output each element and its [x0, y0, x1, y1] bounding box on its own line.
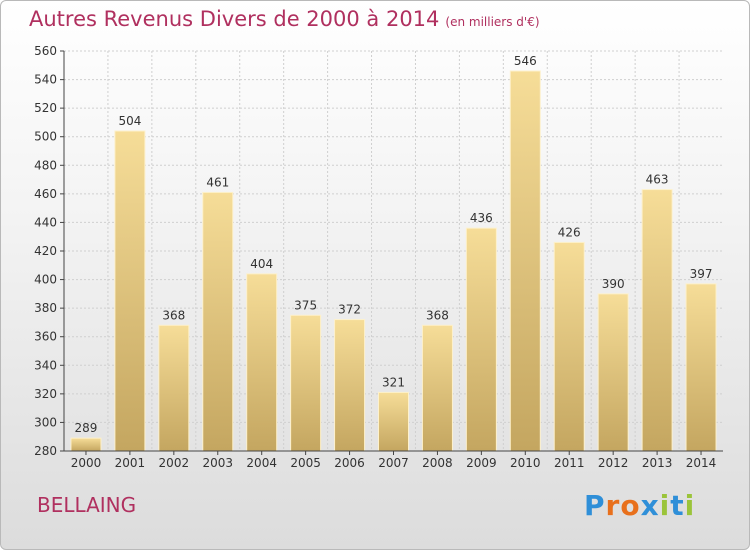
- value-label: 546: [514, 54, 537, 68]
- value-label: 375: [294, 298, 317, 312]
- bar-2005: [290, 314, 322, 452]
- value-label: 289: [75, 421, 98, 435]
- x-tick-label: 2009: [466, 456, 497, 470]
- logo-letter: i: [684, 489, 696, 522]
- bar-2008: [421, 324, 453, 452]
- value-label: 436: [470, 211, 493, 225]
- y-tick-label: 500: [34, 130, 57, 144]
- bar-2006: [334, 319, 366, 452]
- y-tick-label: 560: [34, 44, 57, 58]
- chart-title: Autres Revenus Divers de 2000 à 2014 (en …: [29, 7, 540, 31]
- bar-2014: [685, 283, 717, 452]
- logo-letter: t: [670, 489, 685, 522]
- x-tick-label: 2000: [71, 456, 102, 470]
- bar-2012: [597, 293, 629, 452]
- axes: 280 300 320 340 360 380 400 420 440 460 480 500 520 5…: [34, 44, 723, 470]
- y-tick-label: 280: [34, 444, 57, 458]
- y-tick-label: 360: [34, 330, 57, 344]
- y-tick-label: 520: [34, 101, 57, 115]
- value-label: 404: [250, 257, 273, 271]
- value-label: 321: [382, 375, 405, 389]
- bar-2002: [158, 324, 190, 452]
- value-labels: 289 504 368 461 404 375 372 321 368 436 546 426 390 4…: [75, 54, 713, 435]
- value-label: 504: [118, 114, 141, 128]
- y-tick-label: 460: [34, 187, 57, 201]
- y-tick-label: 420: [34, 244, 57, 258]
- x-tick-label: 2007: [378, 456, 409, 470]
- bar-2000: [70, 437, 102, 452]
- value-label: 426: [558, 225, 581, 239]
- bars: [70, 70, 717, 452]
- logo-letter: x: [640, 489, 660, 522]
- place-name: BELLAING: [37, 493, 137, 517]
- value-label: 463: [646, 173, 669, 187]
- x-tick-label: 2010: [510, 456, 541, 470]
- logo-letter: i: [659, 489, 671, 522]
- y-tick-label: 400: [34, 273, 57, 287]
- y-tick-label: 480: [34, 158, 57, 172]
- x-tick-label: 2001: [115, 456, 146, 470]
- bar-2009: [465, 227, 497, 452]
- y-tick-label: 380: [34, 301, 57, 315]
- x-tick-label: 2013: [642, 456, 673, 470]
- bar-2010: [509, 70, 541, 452]
- chart-title-unit: (en milliers d'€): [445, 15, 540, 29]
- value-label: 461: [206, 175, 229, 189]
- y-tick-label: 540: [34, 73, 57, 87]
- y-tick-label: 320: [34, 387, 57, 401]
- logo-letter: r: [605, 489, 621, 522]
- logo-letter: P: [584, 489, 606, 522]
- x-tick-label: 2012: [598, 456, 629, 470]
- value-label: 397: [690, 267, 713, 281]
- chart-title-main: Autres Revenus Divers de 2000 à 2014: [29, 7, 440, 31]
- value-label: 368: [426, 308, 449, 322]
- proxiti-logo: Proxiti: [584, 489, 695, 522]
- value-label: 368: [162, 308, 185, 322]
- y-tick-label: 440: [34, 215, 57, 229]
- x-tick-label: 2011: [554, 456, 585, 470]
- x-tick-label: 2002: [159, 456, 190, 470]
- bar-2011: [553, 241, 585, 452]
- x-tick-label: 2005: [290, 456, 321, 470]
- logo-letter: o: [620, 489, 641, 522]
- x-tick-label: 2004: [246, 456, 277, 470]
- value-label: 390: [602, 277, 625, 291]
- bar-2007: [378, 391, 409, 452]
- y-tick-label: 340: [34, 358, 57, 372]
- x-tick-label: 2003: [202, 456, 233, 470]
- y-tick-label: 300: [34, 415, 57, 429]
- bar-2004: [246, 273, 278, 452]
- x-tick-label: 2014: [686, 456, 717, 470]
- bar-2013: [641, 189, 673, 452]
- x-tick-label: 2006: [334, 456, 365, 470]
- bar-2001: [114, 130, 146, 452]
- value-label: 372: [338, 303, 361, 317]
- x-tick-label: 2008: [422, 456, 453, 470]
- bar-2003: [202, 191, 234, 452]
